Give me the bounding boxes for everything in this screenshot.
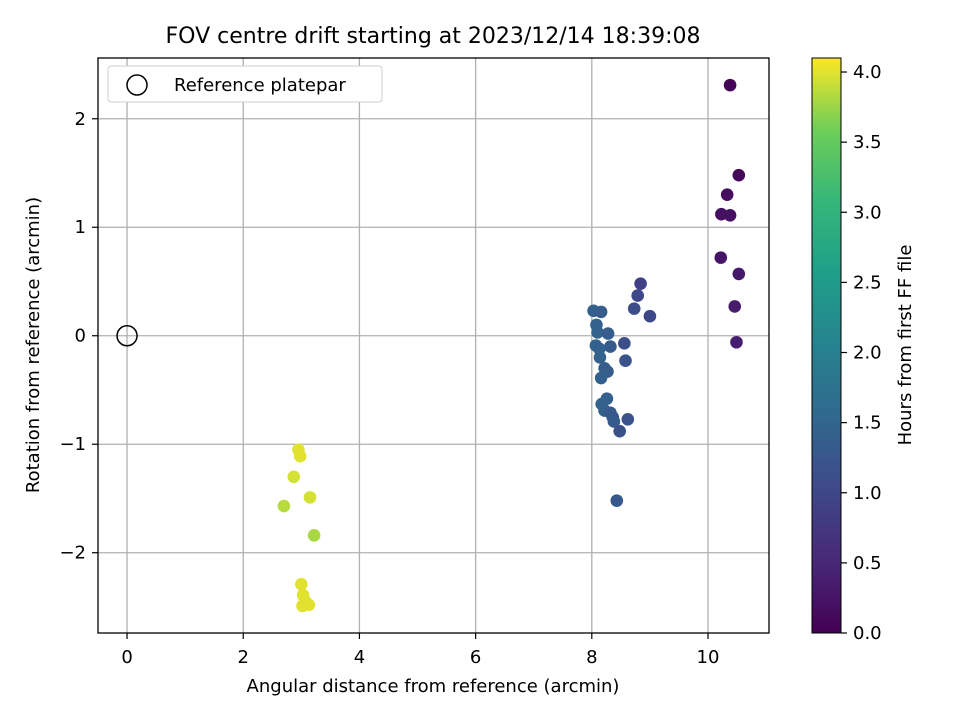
data-point — [613, 424, 626, 438]
data-point — [723, 78, 737, 92]
data-point — [730, 335, 743, 349]
data-point — [621, 412, 635, 426]
data-point — [594, 305, 608, 319]
y-axis-label: Rotation from reference (arcmin) — [23, 197, 44, 493]
y-tick-label: 2 — [75, 109, 86, 130]
data-point — [634, 277, 647, 290]
colorbar-tick-label: 3.0 — [853, 202, 882, 223]
colorbar-tick-label: 4.0 — [853, 62, 882, 83]
colorbar — [811, 57, 842, 634]
data-point — [732, 168, 746, 182]
x-tick-label: 10 — [697, 647, 720, 668]
y-tick-label: 1 — [75, 217, 86, 238]
colorbar-label: Hours from first FF file — [895, 245, 916, 446]
data-point — [714, 251, 728, 264]
x-tick-label: 8 — [586, 647, 597, 668]
data-point — [277, 499, 291, 513]
y-tick-label: −1 — [59, 434, 86, 455]
data-point — [307, 529, 321, 542]
colorbar-tick-label: 2.0 — [853, 343, 882, 364]
y-tick-label: 0 — [75, 326, 86, 347]
colorbar-tick-label: 2.5 — [853, 272, 882, 293]
data-point — [732, 267, 746, 281]
data-point — [601, 327, 615, 340]
data-point — [610, 494, 624, 507]
data-point — [627, 302, 641, 315]
data-points — [277, 78, 746, 613]
data-point — [728, 300, 742, 313]
y-axis-ticks: −2 −1 0 1 2 — [59, 109, 98, 564]
legend-box — [107, 65, 383, 103]
y-tick-label: −2 — [59, 543, 86, 564]
legend-label: Reference platepar — [174, 75, 346, 96]
colorbar-tick-label: 0.0 — [853, 623, 882, 644]
data-point — [287, 470, 301, 484]
x-tick-label: 4 — [354, 647, 365, 668]
reference-point-marker — [116, 324, 138, 347]
data-point — [604, 340, 617, 353]
data-point — [593, 351, 607, 364]
data-point — [594, 371, 608, 385]
colorbar-ticks: 0.0 0.5 1.0 1.5 2.0 2.5 3.0 3.5 4.0 — [841, 62, 882, 644]
data-point — [607, 415, 621, 428]
legend: Reference platepar — [107, 65, 383, 103]
data-point — [591, 326, 604, 339]
reference-marker-group — [116, 324, 138, 347]
x-tick-label: 0 — [121, 647, 132, 668]
colorbar-tick-label: 1.0 — [853, 483, 882, 504]
data-point — [720, 188, 734, 201]
colorbar-tick-label: 0.5 — [853, 553, 882, 574]
data-point — [303, 491, 317, 504]
colorbar-tick-label: 3.5 — [853, 132, 882, 153]
plot-frame — [97, 57, 770, 634]
data-point — [295, 577, 308, 591]
data-point — [618, 337, 631, 350]
data-point — [631, 289, 645, 302]
x-tick-label: 6 — [470, 647, 481, 668]
data-point — [619, 354, 632, 367]
x-tick-label: 2 — [238, 647, 249, 668]
chart-title: FOV centre drift starting at 2023/12/14 … — [166, 24, 701, 49]
data-point — [643, 309, 657, 323]
data-point — [293, 449, 307, 463]
grid-lines — [98, 58, 769, 633]
data-point — [296, 599, 309, 613]
legend-marker-icon — [126, 74, 148, 96]
x-axis-label: Angular distance from reference (arcmin) — [247, 676, 620, 697]
colorbar-tick-label: 1.5 — [853, 413, 882, 434]
x-axis-ticks: 0 2 4 6 8 10 — [121, 633, 719, 668]
data-point — [723, 209, 737, 222]
